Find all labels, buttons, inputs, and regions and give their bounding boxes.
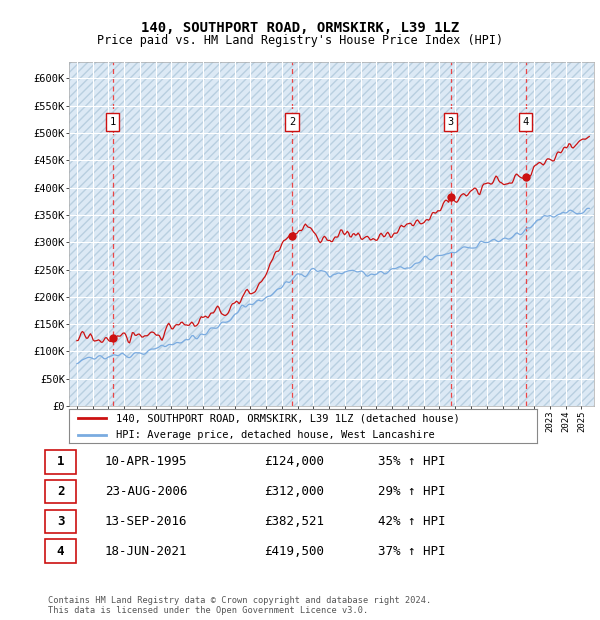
Text: 3: 3 xyxy=(448,117,454,127)
Text: Price paid vs. HM Land Registry's House Price Index (HPI): Price paid vs. HM Land Registry's House … xyxy=(97,34,503,46)
Text: £124,000: £124,000 xyxy=(264,456,324,468)
Text: 42% ↑ HPI: 42% ↑ HPI xyxy=(378,515,445,528)
Text: £382,521: £382,521 xyxy=(264,515,324,528)
Text: 23-AUG-2006: 23-AUG-2006 xyxy=(105,485,187,498)
Text: 4: 4 xyxy=(523,117,529,127)
Text: 2: 2 xyxy=(57,485,64,498)
Text: 3: 3 xyxy=(57,515,64,528)
Text: 37% ↑ HPI: 37% ↑ HPI xyxy=(378,545,445,557)
Text: HPI: Average price, detached house, West Lancashire: HPI: Average price, detached house, West… xyxy=(116,430,434,440)
Text: 1: 1 xyxy=(110,117,116,127)
Text: 140, SOUTHPORT ROAD, ORMSKIRK, L39 1LZ (detached house): 140, SOUTHPORT ROAD, ORMSKIRK, L39 1LZ (… xyxy=(116,414,460,423)
Text: £312,000: £312,000 xyxy=(264,485,324,498)
Text: 4: 4 xyxy=(57,545,64,557)
Text: £419,500: £419,500 xyxy=(264,545,324,557)
Text: 35% ↑ HPI: 35% ↑ HPI xyxy=(378,456,445,468)
Text: Contains HM Land Registry data © Crown copyright and database right 2024.: Contains HM Land Registry data © Crown c… xyxy=(48,596,431,604)
Text: 10-APR-1995: 10-APR-1995 xyxy=(105,456,187,468)
Text: 2: 2 xyxy=(289,117,295,127)
Text: 29% ↑ HPI: 29% ↑ HPI xyxy=(378,485,445,498)
Text: 1: 1 xyxy=(57,456,64,468)
Text: 13-SEP-2016: 13-SEP-2016 xyxy=(105,515,187,528)
Text: 140, SOUTHPORT ROAD, ORMSKIRK, L39 1LZ: 140, SOUTHPORT ROAD, ORMSKIRK, L39 1LZ xyxy=(141,21,459,35)
Text: This data is licensed under the Open Government Licence v3.0.: This data is licensed under the Open Gov… xyxy=(48,606,368,614)
Text: 18-JUN-2021: 18-JUN-2021 xyxy=(105,545,187,557)
